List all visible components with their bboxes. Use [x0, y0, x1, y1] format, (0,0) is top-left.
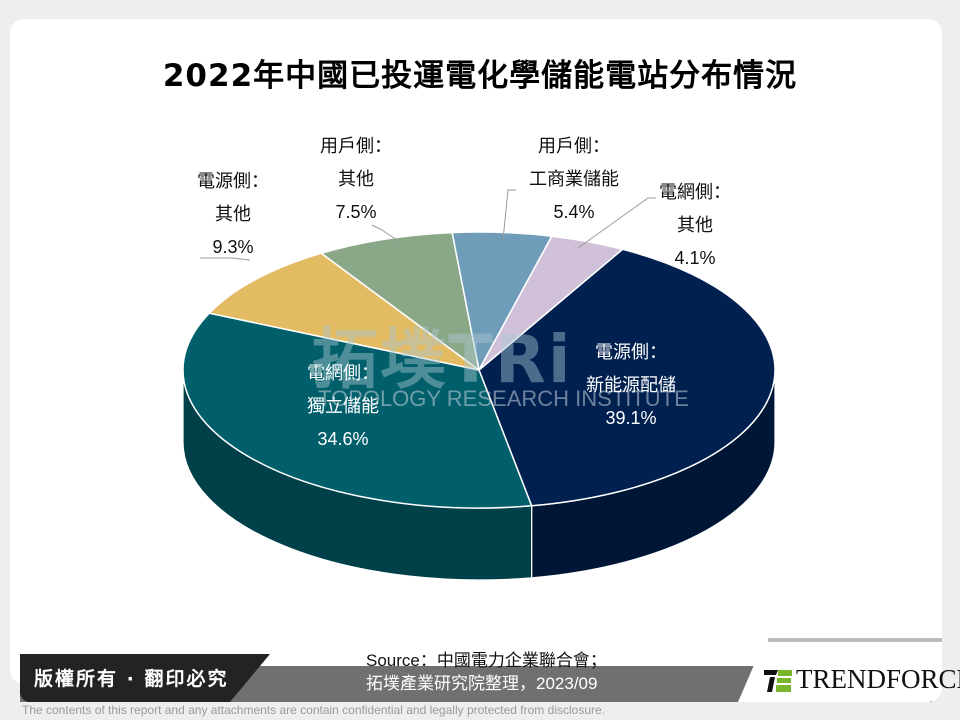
chart-title: 2022年中國已投運電化學儲能電站分布情況 — [162, 58, 798, 94]
pie-slice-1 — [182, 312, 533, 509]
label-user-commercial: 用戶側： 工商業儲能 5.4% — [529, 136, 619, 222]
leader-line-2 — [502, 189, 516, 241]
leader-line-1 — [371, 224, 401, 243]
copyright-banner: 版權所有 · 翻印必究 — [20, 654, 270, 702]
label-source-renewable: 電源側： 新能源配儲 39.1% — [586, 342, 676, 428]
watermark-text: TOPOLOGY RESEARCH INSTITUTE — [318, 386, 689, 411]
label-source-other: 電源側： 其他 9.3% — [197, 171, 269, 257]
trendforce-logo-text: TRENDFORCE — [796, 664, 960, 694]
label-grid-other: 電網側： 其他 4.1% — [659, 182, 731, 268]
leader-line-3 — [577, 197, 656, 249]
pie-slice-0 — [478, 248, 776, 507]
source-line-2: 拓墣產業研究院整理，2023/09 — [366, 674, 598, 693]
watermark-logo: 拓墣TRi — [312, 321, 573, 398]
label-grid-independent: 電網側： 獨立儲能 34.6% — [307, 363, 379, 449]
trendforce-logo-icon — [764, 670, 792, 692]
pie-slice-3 — [319, 231, 481, 372]
pie-slice-5 — [478, 235, 625, 371]
leader-line-0 — [200, 257, 251, 261]
source-line-1: Source：中國電力企業聯合會； — [366, 651, 607, 670]
disclaimer: The contents of this report and any atta… — [22, 703, 605, 717]
copyright-text: 版權所有 · 翻印必究 — [34, 668, 229, 690]
pie-slice-2 — [207, 252, 480, 371]
label-user-other: 用戶側： 其他 7.5% — [320, 136, 392, 222]
